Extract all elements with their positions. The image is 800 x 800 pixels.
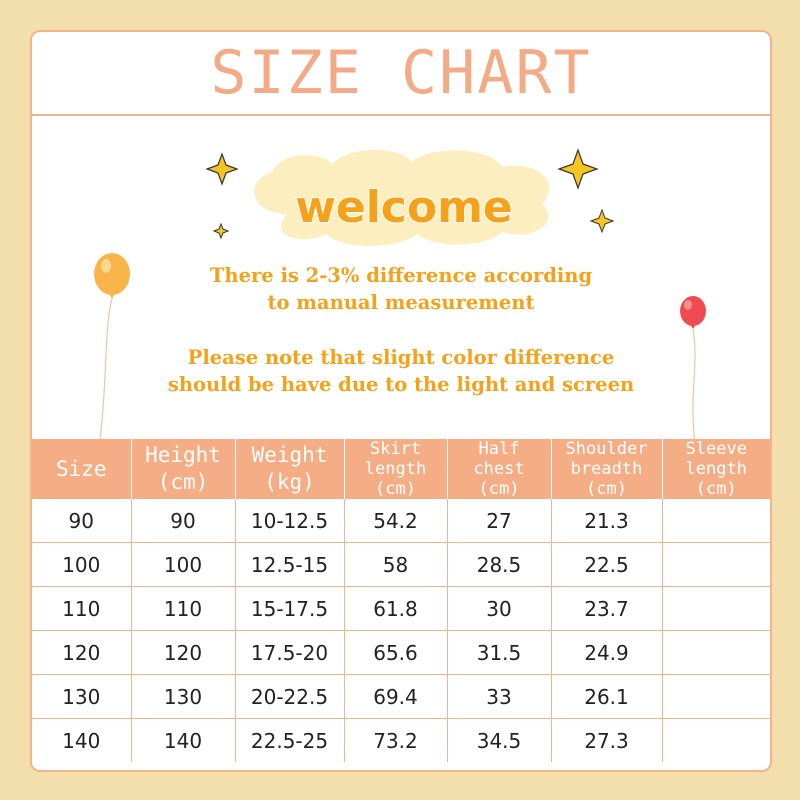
balloon-right-icon	[680, 296, 706, 444]
balloon-left-icon	[94, 253, 130, 440]
header-height: Height (cm)	[131, 439, 236, 499]
table-row: 100 100 12.5-15 58 28.5 22.5	[32, 542, 770, 587]
size-table: Size Height (cm) Weight (kg) Skirt length (c…	[32, 439, 770, 762]
table-row: 90 90 10-12.5 54.2 27 21.3	[32, 499, 770, 543]
header-half-chest: Half chest (cm)	[447, 439, 552, 499]
welcome-banner: welcome	[205, 148, 615, 246]
header-shoulder-breadth: Shoulder breadth (cm)	[551, 439, 663, 499]
color-note: Please note that slight color difference…	[167, 346, 635, 396]
page-title: SIZE CHART	[210, 38, 592, 108]
header-weight: Weight (kg)	[235, 439, 345, 499]
title-bar: SIZE CHART	[32, 32, 770, 116]
measurement-note: There is 2-3% difference according to ma…	[209, 264, 593, 314]
table-row: 120 120 17.5-20 65.6 31.5 24.9	[32, 630, 770, 675]
header-sleeve-length: Sleeve length (cm)	[662, 439, 770, 499]
header-skirt-length: Skirt length (cm)	[344, 439, 448, 499]
welcome-text: welcome	[295, 182, 513, 233]
header-size: Size	[32, 439, 132, 499]
size-chart-card: SIZE CHART welcome There is 2-3% differe…	[30, 30, 772, 772]
table-row: 130 130 20-22.5 69.4 33 26.1	[32, 674, 770, 719]
table-row: 140 140 22.5-25 73.2 34.5 27.3	[32, 718, 770, 762]
cloud-shape	[254, 149, 550, 246]
table-header-row: Size Height (cm) Weight (kg) Skirt length (c…	[32, 439, 770, 499]
sparkle-icon	[205, 148, 615, 240]
table-row: 110 110 15-17.5 61.8 30 23.7	[32, 586, 770, 631]
